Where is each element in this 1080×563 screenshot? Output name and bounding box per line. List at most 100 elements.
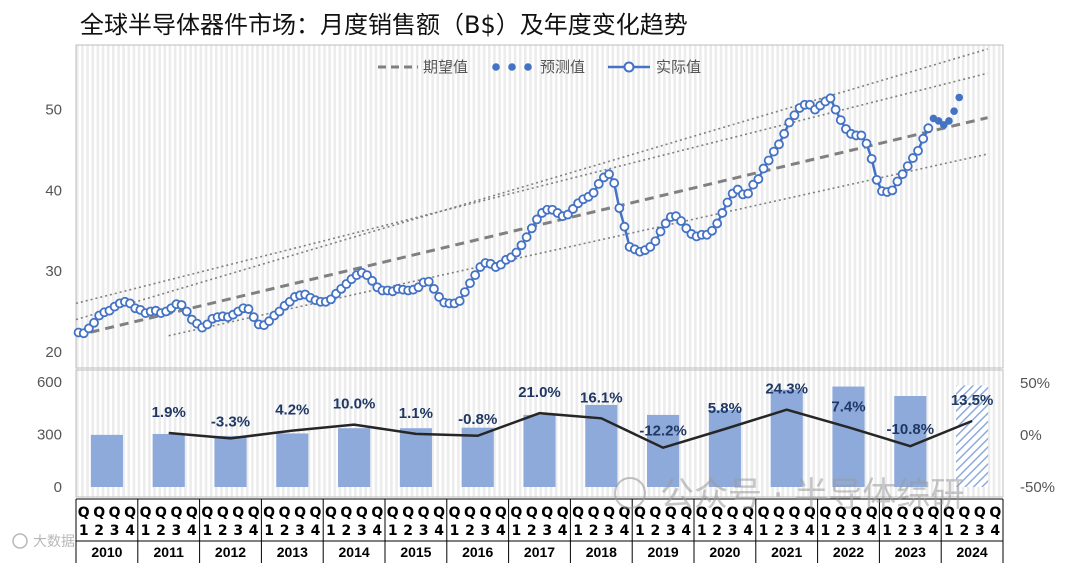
year-label: 2016 — [462, 544, 493, 560]
quarter-letter: Q — [93, 505, 105, 521]
stripe — [338, 45, 342, 497]
stripe — [282, 45, 285, 497]
stripe — [297, 45, 301, 497]
stripe — [817, 45, 821, 497]
stripe — [987, 45, 991, 497]
quarter-number: 4 — [929, 523, 939, 539]
quarter-letter: Q — [387, 505, 399, 521]
watermark-text: 公众号 · 半导体综研 — [660, 475, 964, 515]
actual-point — [907, 153, 918, 163]
stripe — [863, 45, 867, 497]
actual-point — [902, 161, 913, 172]
quarter-letter: Q — [897, 505, 909, 521]
stripe — [766, 45, 769, 497]
yoy-data-label: -3.3% — [211, 413, 250, 430]
quarter-letter: Q — [727, 505, 739, 521]
actual-point — [367, 275, 378, 286]
annual-bar — [708, 410, 741, 487]
stripe — [482, 45, 486, 497]
actual-point — [830, 104, 841, 115]
quarter-letter: Q — [402, 505, 414, 521]
legend-forecast-swatch-dot-1 — [492, 63, 500, 71]
quarter-letter: Q — [742, 505, 754, 521]
stripe — [374, 45, 378, 497]
quarter-letter: Q — [78, 505, 90, 521]
stripe — [606, 45, 610, 497]
actual-point — [918, 133, 929, 144]
quarter-letter: Q — [758, 505, 770, 521]
stripe — [596, 45, 599, 497]
stripe — [565, 45, 568, 497]
quarter-number: 1 — [944, 523, 954, 539]
annual-bar — [523, 414, 556, 487]
forecast-point — [934, 117, 943, 125]
stripe — [601, 45, 604, 497]
quarter-number: 1 — [882, 523, 892, 539]
actual-point — [614, 203, 625, 214]
stripe — [884, 45, 888, 497]
quarter-letter: Q — [541, 505, 553, 521]
monthly-sales-plot: 20 30 40 50 — [45, 48, 988, 361]
stripe — [874, 45, 877, 497]
actual-point — [655, 226, 666, 237]
actual-point — [429, 283, 439, 294]
stripe — [616, 45, 620, 497]
actual-point — [707, 225, 717, 236]
quarter-letter: Q — [217, 505, 229, 521]
stripe — [642, 45, 646, 497]
legend-forecast-swatch-dot-2 — [508, 63, 516, 71]
quarter-number: 1 — [388, 523, 398, 539]
stripe — [910, 45, 913, 497]
year-label: 2011 — [154, 544, 185, 560]
quarter-number: 4 — [434, 523, 444, 539]
quarter-letter: Q — [928, 505, 940, 521]
bar-y-tick-label: 600 — [37, 374, 62, 391]
actual-point — [516, 240, 527, 251]
stripe — [431, 45, 434, 497]
actual-point — [459, 287, 470, 297]
yoy-data-label: 21.0% — [518, 384, 561, 401]
annual-bar — [399, 428, 432, 487]
stripe — [235, 45, 239, 497]
quarter-number: 2 — [527, 523, 537, 539]
stripe — [215, 45, 218, 497]
stripe — [240, 45, 244, 497]
quarter-number: 1 — [202, 523, 212, 539]
stripe — [879, 45, 882, 497]
quarter-number: 4 — [743, 523, 753, 539]
quarter-number: 2 — [589, 523, 599, 539]
year-label: 2017 — [524, 544, 555, 560]
stripe — [972, 45, 975, 497]
quarter-number: 1 — [697, 523, 707, 539]
stripe — [915, 45, 919, 497]
stripe — [544, 45, 548, 497]
stripe — [127, 45, 131, 497]
stripe — [833, 45, 836, 497]
actual-point — [465, 278, 475, 289]
stripe — [838, 45, 841, 497]
quarter-letter: Q — [155, 505, 167, 521]
quarter-letter: Q — [186, 505, 198, 521]
actual-point — [470, 270, 481, 281]
bar-y-tick-label: 0 — [54, 479, 62, 496]
actual-point — [604, 169, 614, 180]
stripe — [724, 45, 728, 497]
stripe — [946, 45, 949, 497]
stripe — [992, 45, 996, 497]
stripe — [925, 45, 929, 497]
stripe — [755, 45, 759, 497]
pct-tick-label: -50% — [1020, 479, 1055, 496]
actual-point — [866, 153, 877, 164]
stripe — [678, 45, 682, 497]
quarter-number: 4 — [620, 523, 630, 539]
stripe — [549, 45, 553, 497]
quarter-letter: Q — [665, 505, 677, 521]
year-label: 2023 — [895, 544, 926, 560]
yoy-data-label: 5.8% — [708, 400, 742, 417]
actual-point — [176, 300, 187, 310]
stripe — [503, 45, 507, 497]
quarter-letter: Q — [788, 505, 800, 521]
actual-point — [825, 93, 836, 104]
stripe — [410, 45, 414, 497]
